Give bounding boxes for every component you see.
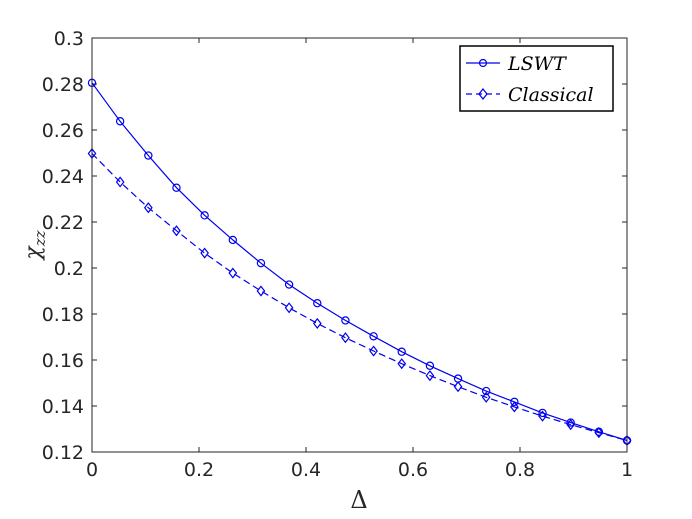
- data-point-classical: [341, 332, 350, 344]
- x-tick-label: 0.6: [398, 459, 428, 481]
- x-tick-label: 0.4: [291, 459, 321, 481]
- data-point-classical: [538, 410, 547, 422]
- data-point-lswt: [369, 332, 378, 341]
- y-tick-label: 0.12: [42, 442, 84, 464]
- y-tick-label: 0.3: [54, 28, 84, 50]
- x-tick-label: 0.2: [184, 459, 214, 481]
- data-point-classical: [143, 202, 153, 214]
- y-tick-label: 0.2: [54, 258, 84, 280]
- data-point-lswt: [481, 386, 491, 396]
- y-axis-label-main: χ: [21, 245, 46, 262]
- data-point-lswt: [172, 183, 181, 192]
- y-tick-label: 0.18: [42, 304, 84, 326]
- legend-entry-classical: Classical: [466, 84, 594, 106]
- data-point-lswt: [200, 211, 209, 220]
- data-point-lswt: [228, 235, 238, 245]
- legend-marker-lswt: [478, 58, 488, 68]
- data-point-classical: [566, 419, 576, 431]
- y-tick-label: 0.26: [42, 120, 84, 142]
- legend: LSWT Classical: [459, 45, 614, 112]
- axis-ticks: 0 0.2 0.4 0.6 0.8 1 0.12 0.14 0.16 0.18 0.2 0.22 0.2…: [42, 28, 633, 481]
- legend-label-classical: Classical: [508, 84, 594, 106]
- plot-area-border: [91, 37, 628, 453]
- data-point-lswt: [256, 258, 266, 268]
- y-axis-label: χzz: [21, 230, 49, 261]
- data-point-classical: [256, 285, 266, 297]
- series-line-lswt: [91, 82, 628, 442]
- x-tick-label: 0.8: [505, 459, 535, 481]
- data-point-lswt: [425, 361, 435, 370]
- x-tick-label: 0: [86, 459, 98, 481]
- data-point-classical: [312, 317, 322, 330]
- data-point-lswt: [510, 397, 519, 407]
- data-point-lswt: [397, 347, 406, 356]
- y-tick-label: 0.24: [42, 166, 84, 188]
- data-point-classical: [228, 267, 238, 279]
- legend-label-lswt: LSWT: [507, 53, 567, 75]
- data-point-lswt: [341, 316, 350, 325]
- data-point-classical: [510, 401, 519, 413]
- y-tick-label: 0.16: [42, 350, 84, 372]
- data-series: [87, 78, 632, 447]
- data-point-classical: [115, 176, 125, 188]
- y-tick-label: 0.22: [42, 212, 84, 234]
- data-point-classical: [397, 358, 407, 370]
- data-point-classical: [594, 427, 604, 439]
- data-point-lswt: [284, 280, 294, 289]
- series-line-classical: [91, 153, 628, 442]
- legend-box: [459, 45, 614, 112]
- svg-text:χzz: χzz: [21, 230, 49, 261]
- data-point-lswt: [313, 298, 322, 308]
- data-point-lswt: [144, 151, 153, 160]
- data-point-classical: [172, 225, 181, 237]
- x-tick-label: 1: [621, 459, 633, 481]
- data-point-lswt: [115, 117, 125, 126]
- data-point-classical: [425, 370, 435, 382]
- data-point-classical: [369, 345, 378, 357]
- data-point-lswt: [566, 418, 575, 427]
- y-axis-label-subscript: zz: [31, 230, 49, 247]
- data-point-lswt: [538, 408, 547, 418]
- data-point-classical: [200, 247, 209, 259]
- data-point-classical: [481, 391, 491, 403]
- x-axis-label: Δ: [350, 486, 367, 514]
- y-tick-label: 0.14: [42, 396, 84, 418]
- y-tick-label: 0.28: [42, 74, 84, 96]
- legend-entry-lswt: LSWT: [466, 53, 567, 75]
- data-point-classical: [284, 302, 294, 314]
- legend-marker-classical: [478, 88, 488, 100]
- data-point-classical: [453, 381, 463, 393]
